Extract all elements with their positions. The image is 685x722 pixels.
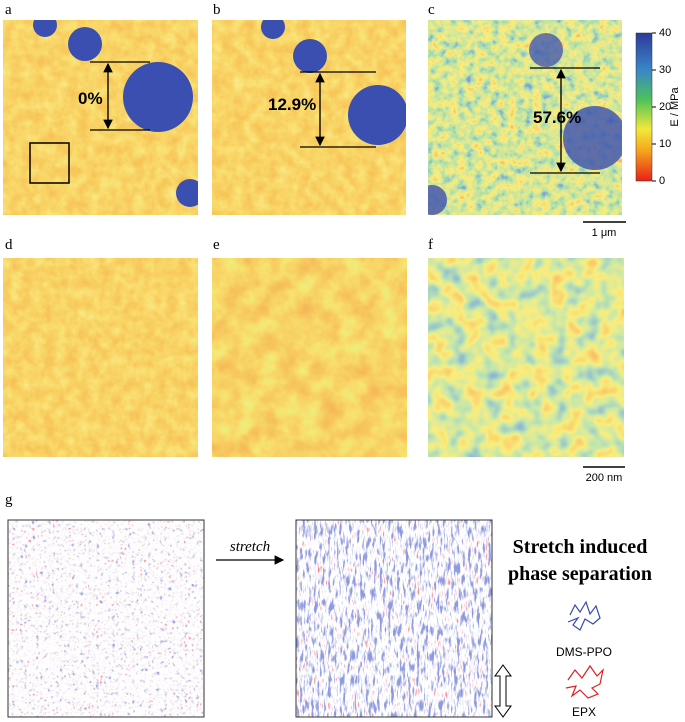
afm-d: [3, 258, 198, 457]
simulation-before: [7, 519, 205, 718]
panel-label: g: [5, 492, 13, 508]
strain-label: 0%: [78, 89, 103, 108]
afm-c: [428, 20, 622, 215]
colorbar-tick-label: 40: [659, 27, 671, 39]
legend-label: EPX: [572, 705, 596, 719]
strain-markers: [90, 61, 600, 174]
panel-label: b: [213, 2, 221, 18]
afm-a: [3, 20, 198, 215]
panel-label: f: [428, 237, 433, 253]
afm-b: [212, 20, 406, 215]
panel-label: c: [428, 2, 435, 18]
colorbar-tick-label: 30: [659, 64, 671, 76]
strain-label: 12.9%: [268, 95, 316, 114]
panel-label: d: [5, 237, 13, 253]
scale-bar-label: 1 μm: [592, 227, 617, 239]
afm-e: [212, 258, 407, 457]
panel-label: e: [213, 237, 220, 253]
colorbar-tick-label: 20: [659, 101, 671, 113]
colorbar-tick-label: 10: [659, 138, 671, 150]
chain-icon: [567, 600, 601, 631]
colorbar-ticks: 0 10 20 30 40: [652, 27, 671, 187]
scale-bar-label: 200 nm: [586, 472, 623, 484]
double-arrow: [494, 664, 512, 718]
colorbar-label: E / MPa: [669, 87, 681, 127]
colorbar: [635, 32, 653, 182]
panel-label: a: [5, 2, 12, 18]
simulation-after: [296, 520, 492, 717]
zoom-box: [29, 142, 70, 184]
title: Stretch induced: [513, 536, 648, 558]
chain-icon: [565, 664, 605, 699]
strain-label: 57.6%: [533, 108, 581, 127]
title: phase separation: [508, 563, 652, 585]
afm-f: [428, 258, 624, 457]
stretch-label: stretch: [230, 539, 270, 555]
colorbar-tick-label: 0: [659, 175, 665, 187]
legend-label: DMS-PPO: [556, 645, 612, 659]
